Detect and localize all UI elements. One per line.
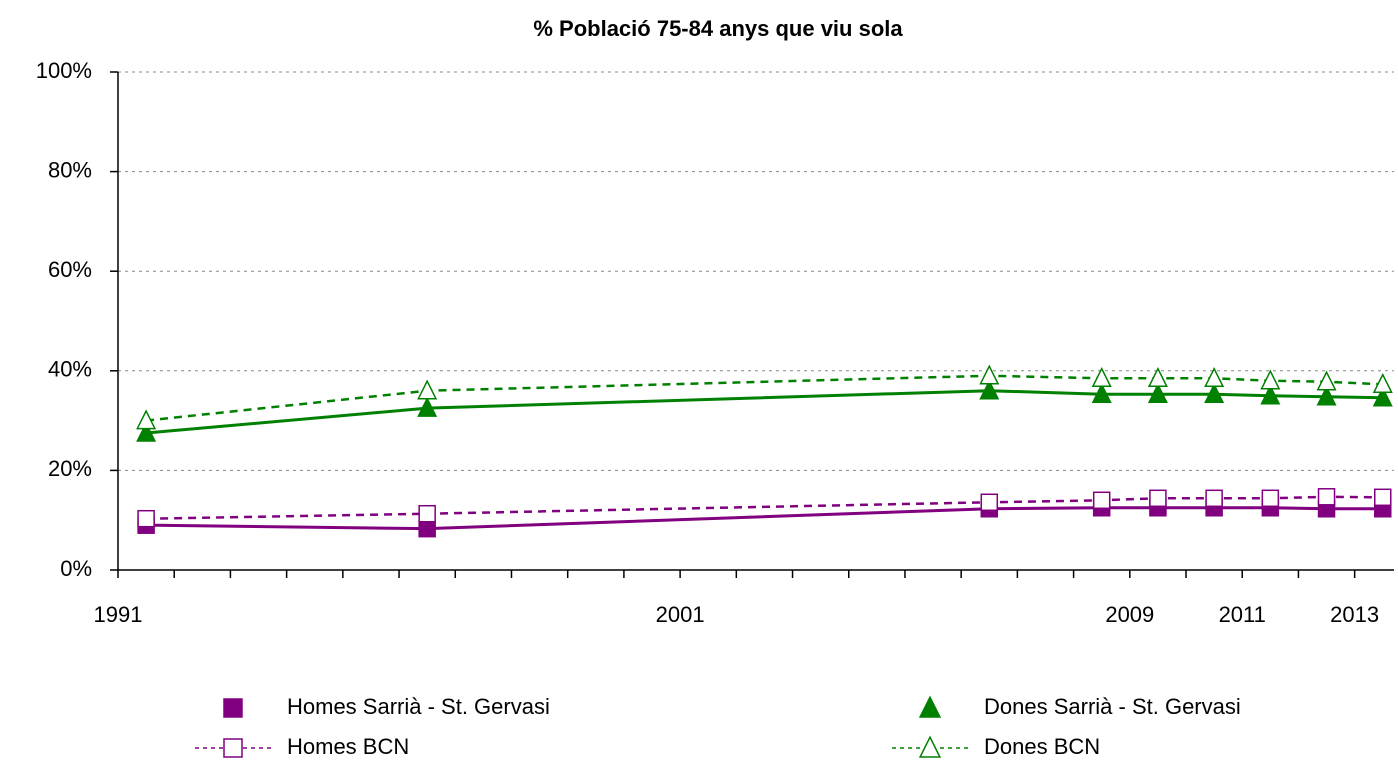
- legend-label: Homes Sarrià - St. Gervasi: [287, 694, 550, 719]
- series-line: [146, 506, 1383, 531]
- marker: [1204, 366, 1225, 388]
- marker: [1092, 491, 1111, 510]
- marker: [1260, 384, 1281, 405]
- x-tick-label: 2001: [656, 602, 705, 627]
- x-tick-label: 2013: [1330, 602, 1379, 627]
- x-tick-label: 2011: [1219, 602, 1266, 627]
- legend-marker: [918, 735, 942, 758]
- series-line: [145, 389, 1383, 435]
- marker: [1316, 370, 1337, 391]
- marker: [417, 396, 438, 417]
- marker: [1205, 489, 1223, 508]
- marker: [980, 493, 999, 512]
- y-tick-label: 60%: [48, 257, 92, 282]
- x-tick-label: 1991: [94, 602, 143, 627]
- marker: [1091, 366, 1112, 388]
- marker: [418, 504, 436, 523]
- marker: [418, 519, 436, 538]
- legend-label: Dones Sarrià - St. Gervasi: [984, 694, 1241, 719]
- marker: [1261, 489, 1280, 508]
- marker: [136, 421, 157, 442]
- marker: [1372, 386, 1393, 407]
- legend-marker: [223, 698, 243, 718]
- marker: [1260, 369, 1281, 390]
- y-tick-label: 100%: [36, 58, 92, 83]
- y-tick-label: 0%: [60, 556, 92, 581]
- marker: [137, 509, 155, 528]
- marker: [979, 364, 1000, 385]
- legend-label: Homes BCN: [287, 734, 409, 759]
- marker: [136, 409, 157, 430]
- marker: [1374, 488, 1392, 507]
- legend-marker: [918, 695, 942, 718]
- chart-title: % Població 75-84 anys que viu sola: [533, 16, 903, 41]
- marker: [1316, 385, 1337, 406]
- marker: [1091, 382, 1112, 403]
- marker: [417, 379, 438, 400]
- legend-marker: [223, 738, 243, 758]
- marker: [1147, 366, 1168, 388]
- marker: [1317, 488, 1336, 506]
- marker: [1149, 489, 1167, 508]
- marker: [1147, 382, 1168, 403]
- legend-label: Dones BCN: [984, 734, 1100, 759]
- y-tick-label: 80%: [48, 157, 92, 182]
- y-tick-label: 40%: [48, 357, 92, 382]
- marker: [979, 379, 1000, 400]
- marker: [1372, 372, 1393, 393]
- y-tick-label: 20%: [48, 456, 92, 481]
- x-tick-label: 2009: [1105, 602, 1154, 627]
- marker: [1204, 382, 1225, 403]
